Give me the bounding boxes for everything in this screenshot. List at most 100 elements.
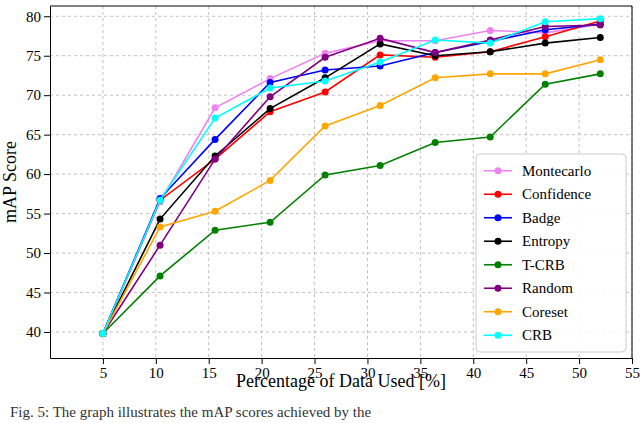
point <box>432 37 439 44</box>
point <box>157 216 164 223</box>
tick-label: 55 <box>625 365 640 381</box>
tick-label: 50 <box>26 245 41 261</box>
tick-mark <box>209 358 210 364</box>
grid-line <box>632 6 633 358</box>
point <box>542 70 549 77</box>
tick-mark <box>315 358 316 364</box>
point <box>99 330 106 337</box>
tick-mark <box>632 358 633 364</box>
point <box>322 54 329 61</box>
point <box>322 122 329 129</box>
legend-label: T-CRB <box>522 257 565 273</box>
point <box>157 197 164 204</box>
caption: Fig. 5: The graph illustrates the mAP sc… <box>10 404 372 420</box>
point <box>487 27 494 34</box>
point <box>487 40 494 47</box>
tick: 70 <box>26 87 50 103</box>
point <box>212 208 219 215</box>
legend-marker <box>495 285 502 292</box>
x-axis-title: Percentage of Data Used [%] <box>236 371 446 391</box>
tick: 50 <box>572 358 587 381</box>
point <box>597 70 604 77</box>
point <box>487 48 494 55</box>
point <box>597 15 604 22</box>
tick-label: 50 <box>572 365 587 381</box>
tick: 5 <box>100 358 108 381</box>
grid <box>50 6 632 358</box>
point <box>432 36 439 43</box>
grid-line <box>50 16 632 17</box>
series-group <box>99 15 603 337</box>
tick: 80 <box>26 9 50 25</box>
point <box>597 21 604 28</box>
grid-line <box>473 6 474 358</box>
point <box>432 49 439 56</box>
point <box>597 56 604 63</box>
point <box>99 330 106 337</box>
tick-label: 40 <box>26 324 41 340</box>
tick-label: 45 <box>26 285 41 301</box>
point <box>99 330 106 337</box>
chart: 510152025303540455055404550556065707580M… <box>0 0 640 423</box>
legend-label: Entropy <box>522 233 571 249</box>
point <box>377 35 384 42</box>
grid-line <box>102 6 103 358</box>
tick: 65 <box>26 127 50 143</box>
frame <box>50 6 632 7</box>
tick-mark <box>420 358 421 364</box>
point <box>157 223 164 230</box>
tick: 55 <box>26 206 50 222</box>
legend-marker <box>495 308 502 315</box>
tick: 50 <box>26 245 50 261</box>
tick-mark <box>44 56 50 57</box>
y-axis: 40 45 50 55 60 65 70 75 80 <box>26 7 51 359</box>
legend-label: Badge <box>522 210 561 226</box>
tick: 15 <box>202 358 217 381</box>
series-line <box>103 21 600 334</box>
point <box>267 85 274 92</box>
point <box>267 93 274 100</box>
tick-mark <box>44 332 50 333</box>
tick-mark <box>156 358 157 364</box>
point <box>212 156 219 163</box>
point <box>212 104 219 111</box>
point <box>487 70 494 77</box>
axis-line <box>50 7 51 359</box>
series-line <box>103 38 600 334</box>
tick-mark <box>44 174 50 175</box>
tick-mark <box>44 214 50 215</box>
tick-label: 75 <box>26 48 41 64</box>
tick-label: 70 <box>26 87 41 103</box>
point <box>267 177 274 184</box>
point <box>99 330 106 337</box>
tick-label: 40 <box>466 365 481 381</box>
grid-line <box>208 6 209 358</box>
point <box>377 51 384 58</box>
point <box>432 49 439 56</box>
grid-line <box>261 6 262 358</box>
axis-line <box>51 358 633 359</box>
point <box>377 102 384 109</box>
point <box>322 171 329 178</box>
point <box>212 227 219 234</box>
point <box>267 105 274 112</box>
tick-label: 55 <box>26 206 41 222</box>
grid-line <box>50 134 632 135</box>
point <box>377 162 384 169</box>
tick-mark <box>262 358 263 364</box>
point <box>157 272 164 279</box>
point <box>157 242 164 249</box>
series-line <box>103 19 600 334</box>
point <box>212 156 219 163</box>
legend-label: Coreset <box>522 304 569 320</box>
point <box>432 139 439 146</box>
point <box>99 330 106 337</box>
tick-label: 60 <box>26 166 41 182</box>
point <box>542 40 549 47</box>
tick: 40 <box>466 358 481 381</box>
point <box>157 197 164 204</box>
grid-line <box>420 6 421 358</box>
tick: 55 <box>625 358 640 381</box>
legend-box <box>476 154 626 352</box>
point <box>322 89 329 96</box>
